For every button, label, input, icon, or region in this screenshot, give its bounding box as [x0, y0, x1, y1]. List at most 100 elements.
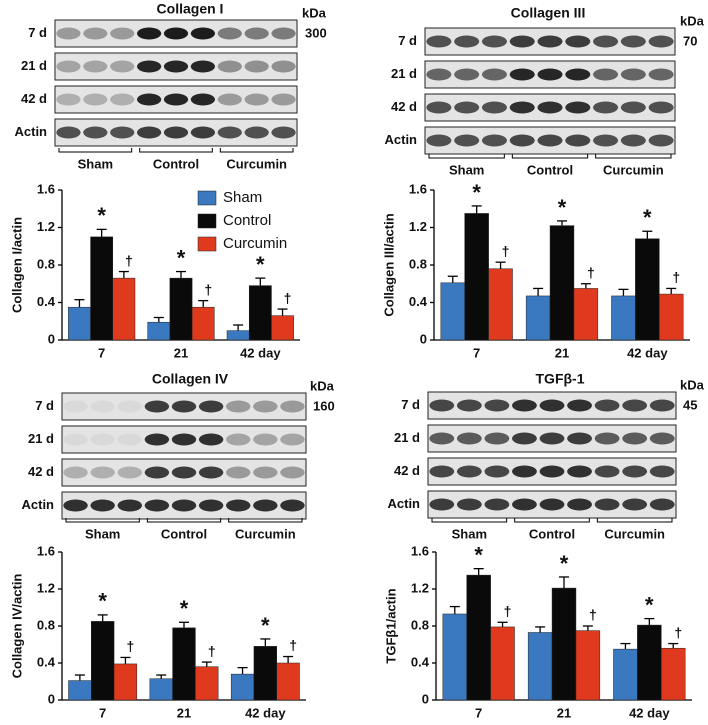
row-label: Actin [388, 496, 421, 511]
blot-band [481, 134, 507, 147]
bar [442, 613, 467, 701]
bar [248, 285, 272, 341]
blot-band [198, 466, 224, 479]
group-bracket [219, 148, 294, 153]
blot-band [244, 93, 269, 106]
blot-band [454, 68, 480, 81]
blot-band [190, 60, 215, 73]
significance-label: * [256, 252, 265, 277]
blot-band [594, 399, 620, 412]
blot-band [648, 134, 674, 147]
bar [149, 678, 173, 701]
bar [527, 632, 553, 701]
blot-band [110, 93, 135, 106]
significance-label: † [587, 264, 595, 280]
group-label: Sham [78, 156, 113, 171]
blot-band [253, 466, 278, 479]
legend-label: Control [223, 212, 271, 229]
row-label: 7 d [28, 25, 47, 40]
bar [169, 277, 193, 341]
bar [172, 627, 196, 701]
blot-band [217, 93, 242, 106]
bar [490, 626, 515, 701]
x-tick-label: 7 [475, 705, 482, 720]
x-tick-label: 21 [177, 705, 191, 720]
group-label: Control [161, 526, 207, 541]
bar [613, 648, 638, 701]
blot-band [509, 35, 535, 48]
blot-title: Collagen I [157, 1, 224, 17]
y-tick-label: 0.8 [409, 256, 427, 271]
significance-label: * [177, 245, 186, 270]
blot-band [56, 93, 81, 106]
y-tick-label: 1.2 [411, 580, 429, 595]
bar [195, 666, 219, 701]
blot-band [481, 35, 507, 48]
group-bracket [58, 148, 133, 153]
y-tick-label: 0 [420, 331, 427, 346]
significance-label: * [98, 589, 107, 614]
y-tick-label: 0 [48, 691, 55, 706]
size-label: 45 [683, 397, 697, 412]
unit-label: kDa [680, 13, 705, 28]
bar [91, 621, 115, 701]
blot-band [620, 134, 646, 147]
blot-band [63, 400, 88, 413]
blot-band [171, 466, 197, 479]
group-bracket [595, 154, 672, 159]
row-label: 42 d [394, 463, 420, 478]
blot-band [280, 499, 305, 512]
row-label: 21 d [391, 66, 417, 81]
blot-band [622, 465, 648, 478]
y-tick-label: 1.6 [411, 543, 429, 558]
group-bracket [428, 154, 505, 159]
y-axis-label: Collagen III/actin [381, 213, 396, 316]
blot-band [456, 465, 482, 478]
blot-band [429, 465, 455, 478]
bar [113, 663, 138, 701]
row-label: 42 d [21, 91, 47, 106]
bar [68, 306, 91, 341]
x-tick-label: 7 [98, 345, 105, 360]
y-tick-label: 1.6 [409, 181, 427, 196]
blot-band [280, 400, 305, 413]
blot-band [537, 35, 563, 48]
x-tick-label: 7 [99, 705, 106, 720]
group-bracket [511, 154, 589, 159]
blot-band [509, 68, 535, 81]
blot-band [63, 433, 88, 446]
blot-band [537, 134, 563, 147]
bar [611, 295, 636, 341]
legend-swatch [197, 236, 217, 252]
unit-label: kDa [680, 377, 705, 392]
blot-band [271, 60, 296, 73]
blot-band [253, 499, 278, 512]
legend-label: Curcumin [223, 235, 287, 252]
row-label: 21 d [21, 58, 47, 73]
bar [525, 295, 551, 341]
group-label: Sham [452, 526, 487, 541]
blot-title: Collagen IV [152, 371, 229, 387]
group-bracket [65, 518, 140, 523]
x-tick-label: 42 day [240, 345, 281, 360]
significance-label: * [97, 203, 106, 228]
x-tick-label: 21 [555, 345, 569, 360]
blot-band [244, 126, 269, 139]
y-tick-label: 0.4 [37, 654, 56, 669]
bar [191, 306, 215, 341]
blot-band [648, 68, 674, 81]
significance-label: † [289, 637, 297, 653]
blot-band [56, 27, 81, 40]
blot-band [226, 499, 251, 512]
blot-band [198, 433, 224, 446]
bar [659, 293, 684, 341]
y-tick-label: 0.8 [37, 256, 55, 271]
y-axis-label: Collagen IV/actin [9, 574, 24, 679]
size-label: 300 [305, 25, 327, 40]
significance-label: * [180, 596, 189, 621]
blot-band [509, 134, 535, 147]
significance-label: † [504, 603, 512, 619]
blot-title: TGFβ-1 [536, 371, 585, 387]
row-label: Actin [385, 132, 418, 147]
